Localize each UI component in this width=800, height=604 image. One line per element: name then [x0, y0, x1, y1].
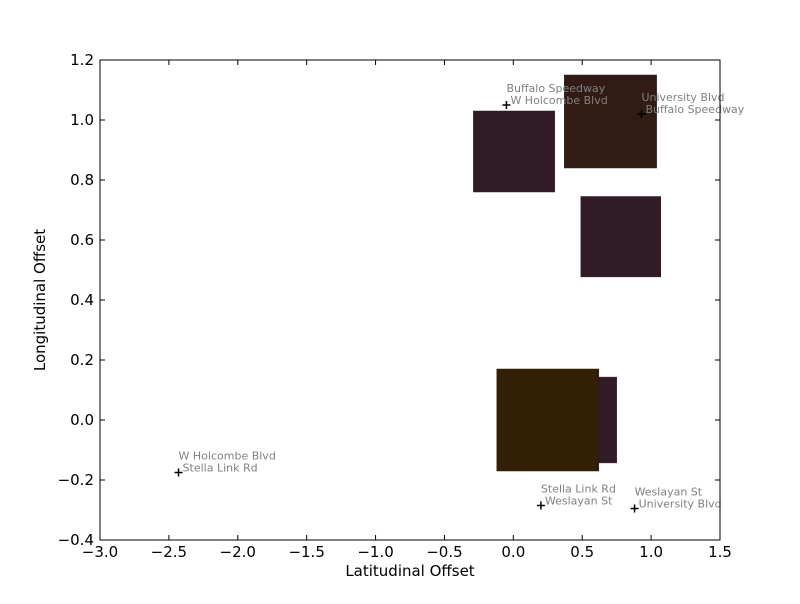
point-label-2-line-0: W Holcombe Blvd [179, 450, 276, 463]
rectangle-0 [473, 110, 555, 193]
point-label-3-line-0: Stella Link Rd [541, 483, 616, 496]
y-tick-label: 0.2 [70, 351, 94, 369]
point-label-4-line-0: Weslayan St [635, 486, 703, 499]
y-axis-label: Longitudinal Offset [31, 229, 49, 371]
y-tick-label: 0.0 [70, 411, 94, 429]
y-tick-label: 0.8 [70, 171, 94, 189]
rectangle-4 [496, 368, 600, 472]
points-layer [174, 101, 646, 513]
rectangle-2 [580, 196, 662, 278]
y-tick-label: −0.4 [58, 531, 94, 549]
point-marker-2 [174, 468, 183, 477]
rectangles-layer [473, 74, 662, 472]
x-axis-label: Latitudinal Offset [345, 562, 474, 580]
x-tick-label: 1.5 [708, 543, 732, 561]
x-tick-label: −2.0 [220, 543, 256, 561]
y-tick-label: −0.2 [58, 471, 94, 489]
point-marker-4 [630, 504, 639, 513]
point-label-1-line-1: W Holcombe Blvd [510, 94, 607, 107]
y-tick-label: 0.6 [70, 231, 94, 249]
point-label-2-line-1: Stella Link Rd [183, 462, 258, 475]
point-label-1-line-0: Buffalo Speedway [506, 82, 605, 95]
x-tick-label: −0.5 [426, 543, 462, 561]
point-marker-1 [502, 101, 511, 109]
x-tick-label: 1.0 [639, 543, 663, 561]
x-tick-label: −1.0 [357, 543, 393, 561]
point-label-0-line-1: Buffalo Speedway [645, 103, 744, 116]
point-marker-0 [637, 110, 646, 118]
y-tick-label: 1.0 [70, 111, 94, 129]
x-tick-label: −2.5 [151, 543, 187, 561]
x-tick-label: 0.0 [501, 543, 525, 561]
x-tick-label: −1.5 [288, 543, 324, 561]
point-marker-3 [536, 501, 545, 510]
point-label-0-line-0: University Blvd [641, 91, 724, 104]
point-label-4-line-1: University Blvd [639, 498, 722, 511]
y-tick-label: 1.2 [70, 51, 94, 69]
x-tick-label: 0.5 [570, 543, 594, 561]
rectangle-1 [564, 74, 657, 169]
point-label-3-line-1: Weslayan St [545, 495, 613, 508]
x-tick-label: −3.0 [82, 543, 118, 561]
ticks-layer: −3.0 −2.5 −2.0 −1.5 −1.0 −0.5 0.0 0.5 1.0 1.5 −0.4… [58, 51, 732, 561]
y-tick-label: 0.4 [70, 291, 94, 309]
